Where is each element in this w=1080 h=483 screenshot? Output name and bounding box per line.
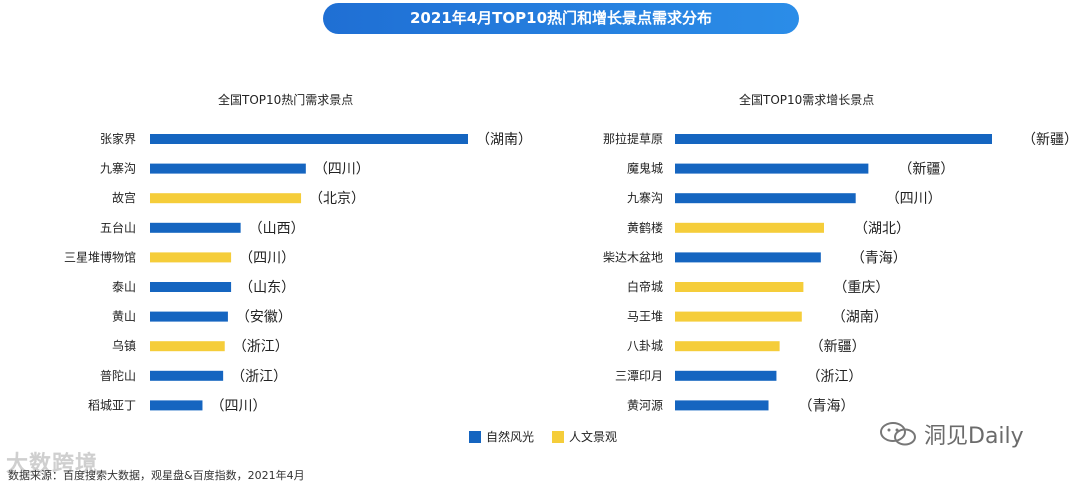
left-bar <box>150 193 302 204</box>
right-category-label: 柴达木盆地 <box>603 250 663 264</box>
left-category-label: 泰山 <box>112 280 136 294</box>
watermark-right-text: 洞见Daily <box>924 424 1024 449</box>
left-region-label: （湖南） <box>476 132 532 148</box>
legend-item-nature: 自然风光 <box>469 428 534 445</box>
right-region-label: （新疆） <box>1022 132 1078 148</box>
right-bar <box>675 134 992 144</box>
right-region-label: （湖北） <box>854 221 910 237</box>
right-category-label: 魔鬼城 <box>627 161 663 176</box>
right-region-label: （浙江） <box>806 369 862 385</box>
source-note: 数据来源：百度搜索大数据，观星盘&百度指数，2021年4月 <box>8 469 305 482</box>
left-category-label: 黄山 <box>112 310 136 324</box>
right-bar <box>675 341 780 352</box>
right-category-label: 黄鹤楼 <box>627 220 663 235</box>
right-region-label: （青海） <box>851 250 907 266</box>
right-bar <box>675 163 869 174</box>
right-region-label: （新疆） <box>898 162 954 178</box>
left-region-label: （浙江） <box>233 339 289 355</box>
left-bar <box>150 311 228 322</box>
right-bar <box>675 311 802 322</box>
left-category-label: 故宫 <box>112 190 136 205</box>
right-region-label: （湖南） <box>832 310 888 326</box>
watermark-left: 大数跨境 <box>6 452 99 477</box>
right-category-label: 九寨沟 <box>627 190 663 205</box>
right-region-label: （新疆） <box>810 339 866 355</box>
right-category-label: 白帝城 <box>627 279 663 294</box>
right-region-label: （重庆） <box>833 280 889 296</box>
legend: 自然风光 人文景观 <box>469 428 617 445</box>
right-bar <box>675 193 856 204</box>
left-region-label: （浙江） <box>231 369 287 385</box>
legend-item-culture: 人文景观 <box>552 428 617 445</box>
left-region-label: （四川） <box>210 398 266 414</box>
left-bar <box>150 163 306 174</box>
left-category-label: 九寨沟 <box>100 161 136 176</box>
right-bar <box>675 222 824 233</box>
left-bar <box>150 370 224 381</box>
right-region-label: （四川） <box>886 191 942 207</box>
left-bar <box>150 341 225 352</box>
left-category-label: 三星堆博物馆 <box>64 249 136 264</box>
right-category-label: 三潭印月 <box>615 369 663 383</box>
left-bar <box>150 252 232 263</box>
legend-label-culture: 人文景观 <box>569 430 618 444</box>
left-category-label: 乌镇 <box>112 338 136 353</box>
left-region-label: （山东） <box>239 280 295 296</box>
wechat-icon <box>880 422 916 446</box>
right-category-label: 黄河源 <box>627 398 663 412</box>
left-chart-title: 全国TOP10热门需求景点 <box>218 93 354 107</box>
right-chart-title: 全国TOP10需求增长景点 <box>739 93 875 107</box>
legend-swatch-nature <box>469 430 481 443</box>
left-category-label: 稻城亚丁 <box>88 398 136 412</box>
left-region-label: （北京） <box>309 191 365 207</box>
left-bar <box>150 222 241 233</box>
left-category-label: 普陀山 <box>100 368 136 383</box>
right-category-label: 八卦城 <box>627 339 663 353</box>
left-bar <box>150 134 468 144</box>
left-bar <box>150 400 203 411</box>
left-category-label: 张家界 <box>100 131 136 146</box>
right-bar <box>675 252 821 263</box>
left-category-label: 五台山 <box>100 220 136 235</box>
left-region-label: （四川） <box>314 162 370 178</box>
right-region-label: （青海） <box>799 398 855 414</box>
right-bar <box>675 282 804 292</box>
left-region-label: （山西） <box>249 221 305 237</box>
watermark-right: 洞见Daily <box>878 418 1024 450</box>
left-region-label: （安徽） <box>236 310 292 326</box>
right-category-label: 马王堆 <box>627 310 663 324</box>
right-category-label: 那拉提草原 <box>603 131 663 146</box>
right-bar <box>675 400 769 411</box>
legend-swatch-culture <box>552 430 565 443</box>
left-region-label: （四川） <box>239 250 295 266</box>
left-bar <box>150 282 232 292</box>
page-title: 2021年4月TOP10热门和增长景点需求分布 <box>323 3 799 34</box>
right-bar <box>675 370 777 381</box>
legend-label-nature: 自然风光 <box>486 430 535 444</box>
